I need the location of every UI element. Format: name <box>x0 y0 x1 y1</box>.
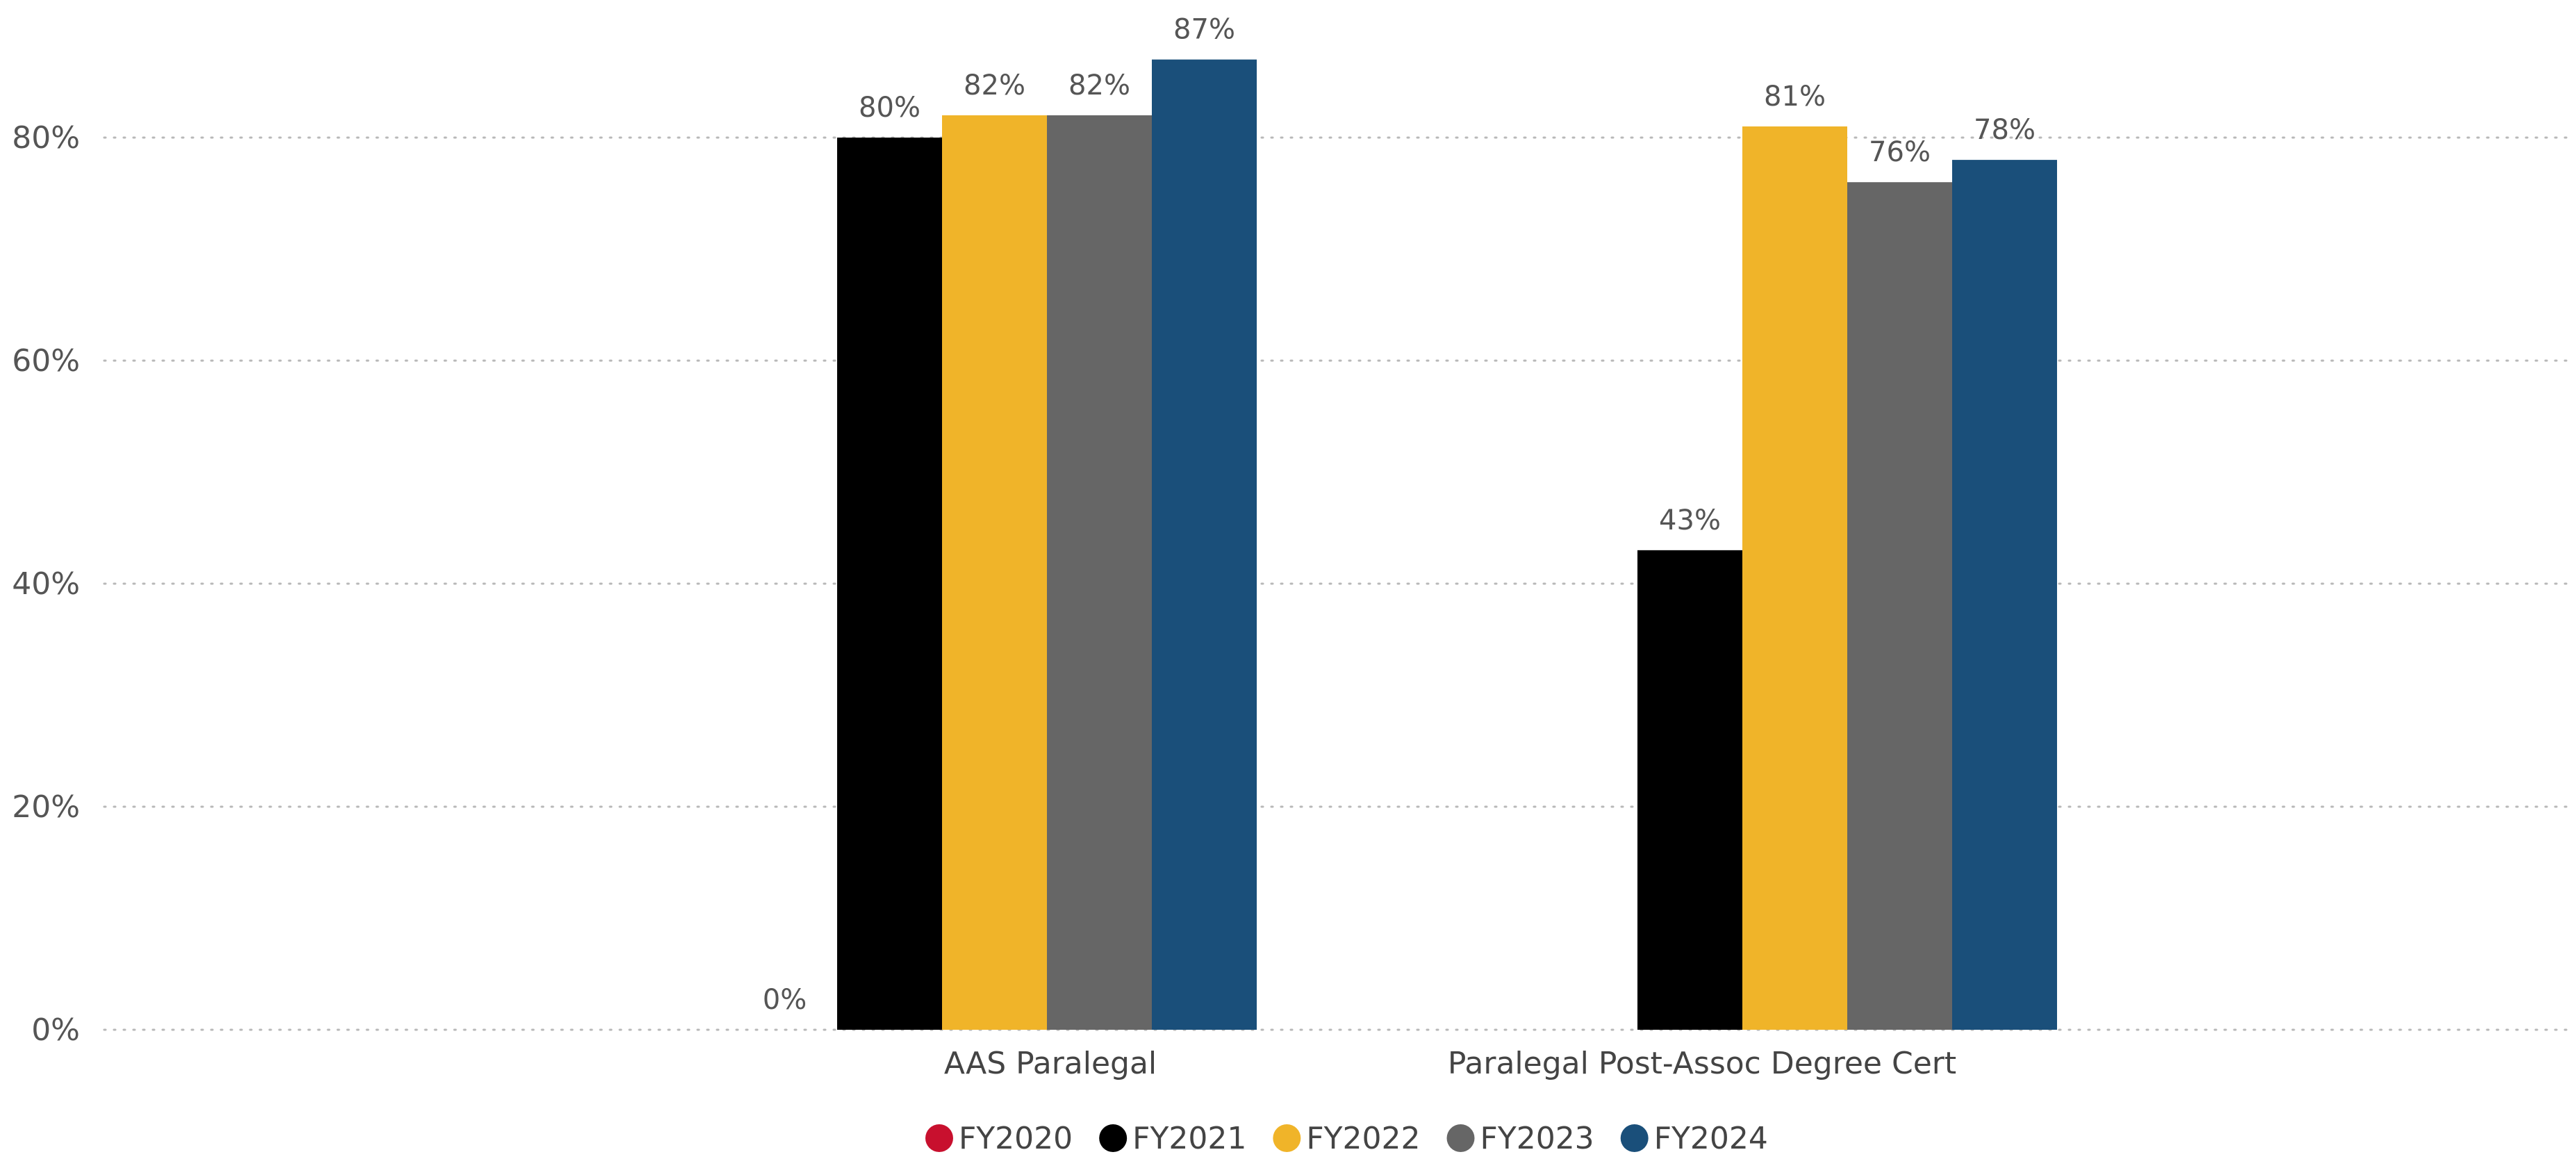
gridlines <box>103 136 2572 1031</box>
data-label: 78% <box>1974 114 2036 146</box>
y-tick-label: 40% <box>12 566 80 602</box>
y-axis-tick-labels: 0% 20% 40% 60% 80% <box>12 120 80 1048</box>
bar-fy2022[interactable] <box>942 115 1047 1030</box>
y-tick-label: 60% <box>12 343 80 379</box>
data-label: 0% <box>763 984 807 1016</box>
x-category-label: Paralegal Post-Assoc Degree Cert <box>1448 1046 1956 1081</box>
bar-fy2024[interactable] <box>1952 160 2057 1030</box>
legend-label: FY2023 <box>1480 1121 1594 1156</box>
y-tick-label: 20% <box>12 789 80 825</box>
data-label: 81% <box>1764 81 1826 113</box>
data-label: 82% <box>1068 69 1130 101</box>
legend-item-fy2022[interactable]: FY2022 <box>1273 1121 1421 1156</box>
y-tick-label: 0% <box>31 1012 80 1048</box>
legend-label: FY2020 <box>959 1121 1073 1156</box>
bar-fy2021[interactable] <box>1637 550 1742 1030</box>
data-labels: 0% 80% 82% 82% 87% 43% 81% 76% 78% <box>763 14 2036 1016</box>
bar-fy2022[interactable] <box>1742 126 1847 1030</box>
legend-item-fy2023[interactable]: FY2023 <box>1446 1121 1594 1156</box>
legend-marker-icon <box>925 1124 953 1152</box>
legend-item-fy2020[interactable]: FY2020 <box>925 1121 1073 1156</box>
legend-label: FY2024 <box>1654 1121 1768 1156</box>
legend-marker-icon <box>1446 1124 1475 1152</box>
data-label: 87% <box>1173 14 1235 46</box>
data-label: 76% <box>1869 136 1931 168</box>
bars <box>837 59 2057 1030</box>
legend-item-fy2021[interactable]: FY2021 <box>1099 1121 1246 1156</box>
data-label: 80% <box>859 92 920 124</box>
legend: FY2020 FY2021 FY2022 FY2023 FY2024 <box>925 1121 1768 1156</box>
legend-label: FY2021 <box>1132 1121 1246 1156</box>
bar-fy2023[interactable] <box>1847 182 1952 1030</box>
legend-item-fy2024[interactable]: FY2024 <box>1620 1121 1768 1156</box>
bar-fy2024[interactable] <box>1152 59 1257 1030</box>
data-label: 43% <box>1659 504 1721 536</box>
x-category-label: AAS Paralegal <box>944 1046 1157 1081</box>
legend-marker-icon <box>1099 1124 1128 1152</box>
y-tick-label: 80% <box>12 120 80 156</box>
x-axis-category-labels: AAS Paralegal Paralegal Post-Assoc Degree… <box>944 1046 1956 1081</box>
legend-marker-icon <box>1620 1124 1649 1152</box>
data-label: 82% <box>964 69 1025 101</box>
legend-label: FY2022 <box>1306 1121 1420 1156</box>
legend-marker-icon <box>1273 1124 1301 1152</box>
bar-fy2023[interactable] <box>1047 115 1152 1030</box>
bar-fy2021[interactable] <box>837 138 942 1030</box>
